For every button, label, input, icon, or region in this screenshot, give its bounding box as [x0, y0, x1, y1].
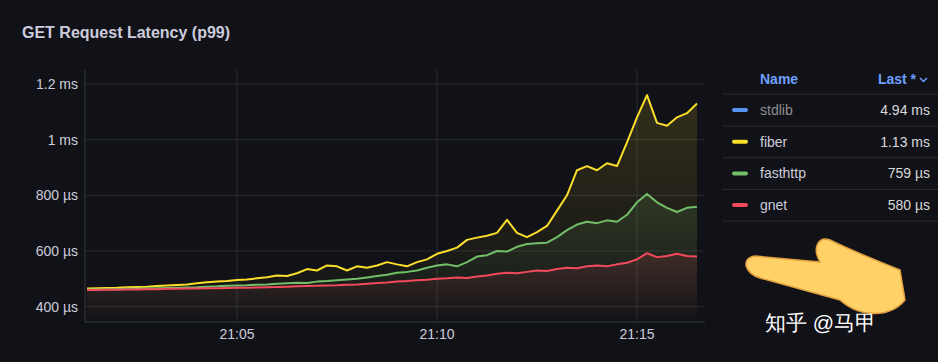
- series-area: [87, 253, 697, 322]
- y-tick-label: 600 µs: [36, 243, 78, 259]
- legend-header: Name: [760, 71, 798, 87]
- legend-name: fiber: [760, 134, 788, 150]
- hand-icon: [746, 239, 905, 313]
- grid: [85, 70, 705, 322]
- legend: Name Last * stdlib 4.94 ms fiber 1.13 ms fasth…: [722, 71, 938, 221]
- chart-svg: GET Request Latency (p99) 400 µs 600 µs 800…: [0, 0, 938, 362]
- legend-header: Last *: [878, 71, 917, 87]
- legend-separator: [722, 221, 938, 222]
- legend-separator: [722, 126, 938, 127]
- chart-root: GET Request Latency (p99) 400 µs 600 µs 800…: [0, 0, 938, 362]
- legend-last-value: 4.94 ms: [880, 102, 930, 118]
- legend-swatch: [732, 140, 748, 144]
- legend-separator: [722, 157, 938, 158]
- x-tick-label: 21:10: [419, 326, 454, 342]
- watermark: 知乎 @马甲: [765, 311, 876, 334]
- legend-separator: [722, 189, 938, 190]
- legend-name: fasthttp: [760, 165, 806, 181]
- axes: 400 µs 600 µs 800 µs 1 ms 1.2 ms 21:05 21:10 21…: [36, 70, 705, 342]
- legend-separator: [722, 94, 938, 95]
- y-grid-line: [85, 139, 705, 140]
- legend-name: stdlib: [760, 102, 793, 118]
- legend-last-value: 759 µs: [888, 165, 930, 181]
- y-tick-label: 1 ms: [48, 132, 78, 148]
- sort-chevron: [920, 78, 927, 82]
- x-tick-label: 21:05: [219, 326, 254, 342]
- legend-swatch: [732, 171, 748, 175]
- y-tick-label: 800 µs: [36, 187, 78, 203]
- background: [0, 0, 938, 362]
- series-group: [87, 95, 697, 322]
- y-tick-label: 400 µs: [36, 299, 78, 315]
- series-line: [87, 253, 697, 290]
- legend-swatch: [732, 108, 748, 112]
- x-tick-label: 21:15: [619, 326, 654, 342]
- legend-last-value: 1.13 ms: [880, 134, 930, 150]
- y-grid-line: [85, 83, 705, 84]
- series-area: [87, 194, 697, 322]
- hand-shape: [746, 239, 905, 313]
- y-tick-label: 1.2 ms: [36, 76, 78, 92]
- chart-title: GET Request Latency (p99): [22, 24, 230, 41]
- legend-last-value: 580 µs: [888, 197, 930, 213]
- legend-swatch: [732, 203, 748, 207]
- series-area: [87, 95, 697, 322]
- y-axis-line: [85, 70, 86, 322]
- legend-name: gnet: [760, 197, 787, 213]
